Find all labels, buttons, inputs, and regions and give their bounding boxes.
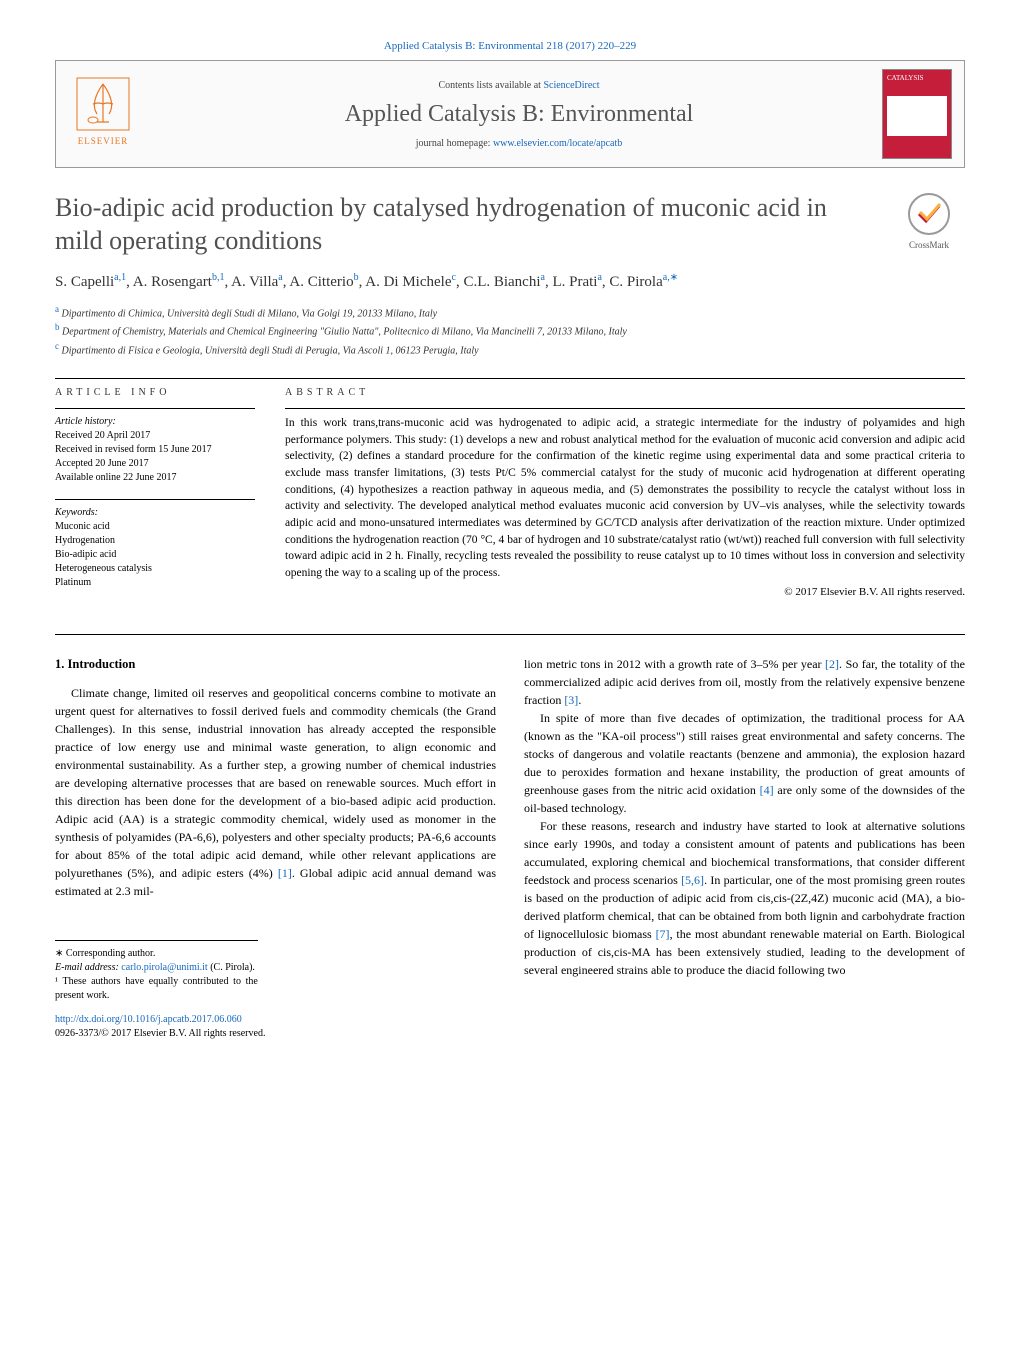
divider-top [55, 378, 965, 379]
journal-citation: Applied Catalysis B: Environmental 218 (… [55, 40, 965, 52]
affiliation-line: b Department of Chemistry, Materials and… [55, 321, 965, 339]
keyword: Hydrogenation [55, 534, 255, 548]
elsevier-tree-icon [73, 74, 133, 134]
info-divider-2 [55, 499, 255, 500]
sciencedirect-link[interactable]: ScienceDirect [543, 80, 599, 91]
history-line: Accepted 20 June 2017 [55, 457, 255, 471]
article-info-column: article info Article history: Received 2… [55, 387, 255, 604]
article-title: Bio-adipic acid production by catalysed … [55, 192, 877, 257]
doi-link[interactable]: http://dx.doi.org/10.1016/j.apcatb.2017.… [55, 1014, 242, 1025]
left-column: 1. Introduction Climate change, limited … [55, 655, 496, 1041]
citation-link[interactable]: Applied Catalysis B: Environmental 218 (… [384, 40, 636, 52]
right-column: lion metric tons in 2012 with a growth r… [524, 655, 965, 1041]
email-link[interactable]: carlo.pirola@unimi.it [121, 962, 207, 973]
history-line: Available online 22 June 2017 [55, 471, 255, 485]
intro-para-r3: For these reasons, research and industry… [524, 817, 965, 979]
homepage-link[interactable]: www.elsevier.com/locate/apcatb [493, 138, 622, 149]
intro-para-left: Climate change, limited oil reserves and… [55, 684, 496, 900]
elsevier-text: ELSEVIER [78, 136, 129, 146]
keyword: Bio-adipic acid [55, 548, 255, 562]
journal-homepage: journal homepage: www.elsevier.com/locat… [156, 138, 882, 149]
crossmark-icon [907, 192, 951, 236]
ref-4[interactable]: [4] [760, 783, 774, 797]
crossmark-label: CrossMark [893, 240, 965, 250]
keywords-title: Keywords: [55, 506, 255, 520]
intro-para-r1: lion metric tons in 2012 with a growth r… [524, 655, 965, 709]
issn-line: 0926-3373/© 2017 Elsevier B.V. All right… [55, 1028, 265, 1039]
contents-available: Contents lists available at ScienceDirec… [156, 80, 882, 91]
journal-header: ELSEVIER Contents lists available at Sci… [55, 60, 965, 168]
ref-7[interactable]: [7] [656, 927, 670, 941]
footnotes: ∗ Corresponding author. E-mail address: … [55, 940, 258, 1003]
affiliations: a Dipartimento di Chimica, Università de… [55, 303, 965, 358]
email-line: E-mail address: carlo.pirola@unimi.it (C… [55, 961, 258, 975]
keyword: Muconic acid [55, 520, 255, 534]
intro-heading: 1. Introduction [55, 655, 496, 674]
divider-bottom [55, 634, 965, 635]
keyword: Platinum [55, 576, 255, 590]
affiliation-line: c Dipartimento di Fisica e Geologia, Uni… [55, 340, 965, 358]
equal-contribution: ¹ These authors have equally contributed… [55, 975, 258, 1003]
history-line: Received 20 April 2017 [55, 429, 255, 443]
crossmark-badge[interactable]: CrossMark [893, 192, 965, 250]
history-line: Received in revised form 15 June 2017 [55, 443, 255, 457]
elsevier-logo: ELSEVIER [68, 74, 138, 154]
history-title: Article history: [55, 415, 255, 429]
info-divider-1 [55, 408, 255, 409]
doi-block: http://dx.doi.org/10.1016/j.apcatb.2017.… [55, 1013, 496, 1041]
ref-3[interactable]: [3] [564, 693, 578, 707]
corresponding-author: ∗ Corresponding author. [55, 947, 258, 961]
ref-1[interactable]: [1] [278, 866, 292, 880]
abstract-label: abstract [285, 387, 965, 398]
abstract-divider [285, 408, 965, 409]
ref-5-6[interactable]: [5,6] [681, 873, 704, 887]
affiliation-line: a Dipartimento di Chimica, Università de… [55, 303, 965, 321]
abstract-text: In this work trans,trans-muconic acid wa… [285, 415, 965, 582]
journal-cover-thumb: CATALYSIS [882, 69, 952, 159]
article-info-label: article info [55, 387, 255, 398]
journal-name: Applied Catalysis B: Environmental [156, 101, 882, 128]
intro-para-r2: In spite of more than five decades of op… [524, 709, 965, 817]
keyword: Heterogeneous catalysis [55, 562, 255, 576]
authors: S. Capellia,1, A. Rosengartb,1, A. Villa… [55, 271, 965, 293]
abstract-column: abstract In this work trans,trans-muconi… [285, 387, 965, 604]
abstract-copyright: © 2017 Elsevier B.V. All rights reserved… [285, 586, 965, 598]
ref-2[interactable]: [2] [825, 657, 839, 671]
body-columns: 1. Introduction Climate change, limited … [55, 655, 965, 1041]
